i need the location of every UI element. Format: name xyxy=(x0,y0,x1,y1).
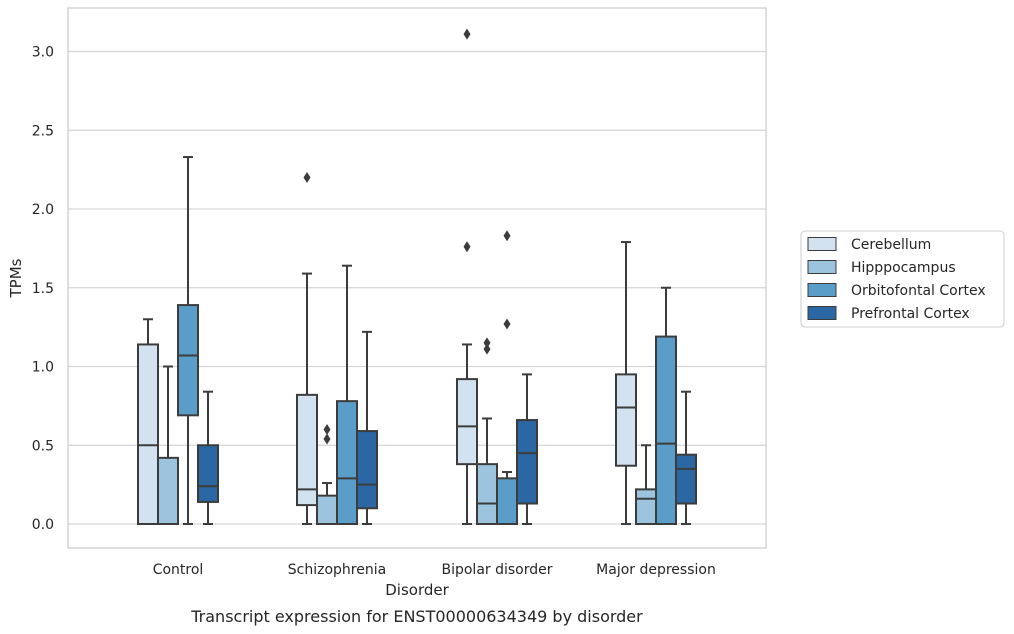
box-iqr xyxy=(137,343,159,526)
box-prefrontal-cortex xyxy=(675,390,697,525)
legend-label: Prefrontal Cortex xyxy=(851,306,970,322)
box-iqr xyxy=(635,488,657,526)
box-iqr xyxy=(177,304,199,417)
box-iqr xyxy=(456,378,478,466)
y-tick-label: 0.5 xyxy=(32,438,54,454)
legend-swatch xyxy=(807,306,837,320)
plot-frame xyxy=(67,7,767,549)
y-tick-label: 1.5 xyxy=(32,281,54,297)
box-hipppocampus xyxy=(635,444,657,526)
x-tick-label: Control xyxy=(153,562,204,578)
box-cerebellum xyxy=(137,318,159,526)
outlier-point xyxy=(483,343,491,355)
box-prefrontal-cortex xyxy=(197,390,219,525)
box-cerebellum xyxy=(615,241,637,525)
box-iqr xyxy=(476,463,498,525)
box-orbitofontal-cortex xyxy=(336,264,358,525)
x-tick-label: Major depression xyxy=(596,562,716,578)
x-axis-title: Disorder xyxy=(385,581,449,599)
y-axis-title: TPMs xyxy=(7,258,25,298)
y-tick-label: 2.5 xyxy=(32,123,54,139)
outlier-point xyxy=(463,241,471,253)
legend-swatch xyxy=(807,283,837,297)
box-orbitofontal-cortex xyxy=(177,156,199,525)
legend-frame xyxy=(800,230,1005,328)
box-iqr xyxy=(336,400,358,525)
outlier-point xyxy=(323,433,331,445)
x-tick-label: Bipolar disorder xyxy=(441,562,552,578)
y-tick-label: 2.0 xyxy=(32,202,54,218)
outlier-point xyxy=(303,172,311,183)
outlier-point xyxy=(483,337,491,349)
outlier-point xyxy=(323,424,331,435)
box-cerebellum xyxy=(296,172,318,525)
box-iqr xyxy=(516,419,538,505)
box-iqr xyxy=(157,456,179,526)
box-iqr xyxy=(296,393,318,507)
box-iqr xyxy=(675,453,697,505)
box-iqr xyxy=(197,444,219,503)
box-prefrontal-cortex xyxy=(356,330,378,525)
box-cerebellum xyxy=(456,28,478,525)
legend: Cerebellum Hipppocampus Orbitofontal Corte… xyxy=(800,230,1005,328)
box-iqr xyxy=(496,477,518,526)
box-groups xyxy=(137,28,697,526)
box-prefrontal-cortex xyxy=(516,373,538,525)
x-tick-label: Schizophrenia xyxy=(288,562,386,578)
x-tick-labels: Control Schizophrenia Bipolar disorder Majo… xyxy=(153,562,716,578)
y-tick-labels: 0.0 0.5 1.0 1.5 2.0 2.5 3.0 xyxy=(32,45,54,534)
box-hipppocampus xyxy=(476,337,498,525)
legend-swatch xyxy=(807,260,837,274)
legend-label: Hipppocampus xyxy=(851,260,956,276)
box-iqr xyxy=(316,494,338,525)
outlier-point xyxy=(503,318,511,330)
box-hipppocampus xyxy=(157,365,179,526)
y-tick-label: 1.0 xyxy=(32,360,54,376)
box-iqr xyxy=(356,430,378,510)
legend-swatch xyxy=(807,237,837,251)
box-orbitofontal-cortex xyxy=(655,286,677,526)
outlier-point xyxy=(503,230,511,242)
legend-label: Cerebellum xyxy=(851,237,931,253)
box-orbitofontal-cortex xyxy=(496,230,518,526)
y-tick-label: 3.0 xyxy=(32,45,54,61)
outlier-point xyxy=(463,28,471,40)
box-iqr xyxy=(615,373,637,467)
plot-area xyxy=(68,8,766,548)
y-tick-label: 0.0 xyxy=(32,517,54,533)
box-iqr xyxy=(655,335,677,526)
chart-caption: Transcript expression for ENST0000063434… xyxy=(190,607,643,626)
legend-label: Orbitofontal Cortex xyxy=(851,283,986,299)
